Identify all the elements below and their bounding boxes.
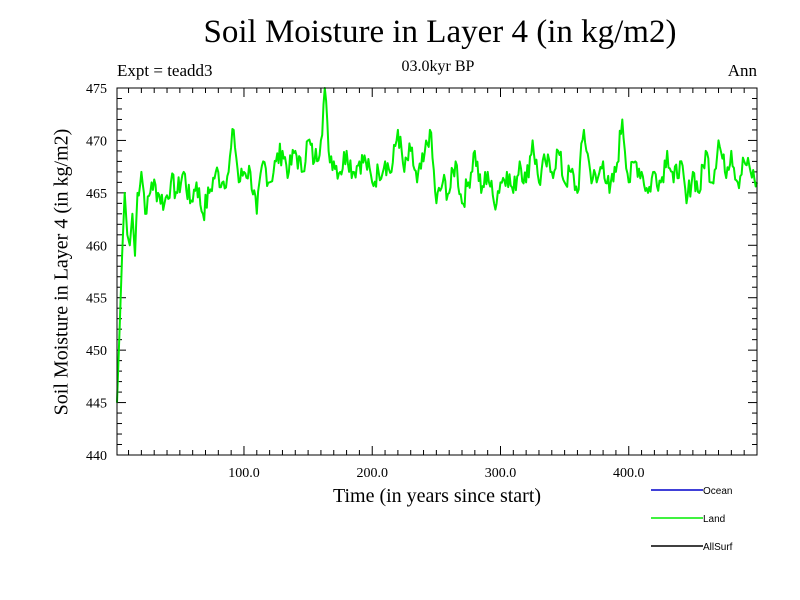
x-tick-label: 300.0: [485, 466, 517, 481]
series-line-land: [116, 87, 758, 403]
y-tick-label: 475: [86, 82, 107, 97]
season-label: Ann: [727, 61, 757, 80]
x-axis-label: Time (in years since start): [332, 485, 542, 507]
y-tick-label: 470: [86, 134, 107, 149]
legend-label-ocean: Ocean: [703, 486, 732, 497]
plot-frame: [116, 87, 758, 456]
x-tick-label: 400.0: [613, 466, 645, 481]
x-tick-label: 100.0: [228, 466, 260, 481]
y-tick-label: 460: [86, 239, 107, 254]
y-tick-label: 440: [86, 449, 107, 464]
experiment-label: Expt = teadd3: [117, 61, 213, 80]
y-tick-label: 465: [86, 187, 107, 202]
tick-labels: 100.0 200.0 300.0 400.0 440 445 450 455 460 465 47…: [86, 82, 644, 481]
legend-label-allsurf: AllSurf: [703, 542, 733, 553]
y-tick-label: 455: [86, 292, 107, 307]
y-tick-label: 450: [86, 344, 107, 359]
series-layer: [116, 87, 758, 403]
y-tick-label: 445: [86, 397, 107, 412]
x-tick-label: 200.0: [356, 466, 388, 481]
chart-title: Soil Moisture in Layer 4 (in kg/m2): [203, 14, 677, 50]
tick-marks: [117, 88, 757, 455]
legend: Ocean Land AllSurf: [651, 486, 733, 553]
chart-subtitle: 03.0kyr BP: [401, 58, 475, 75]
legend-label-land: Land: [703, 514, 725, 525]
